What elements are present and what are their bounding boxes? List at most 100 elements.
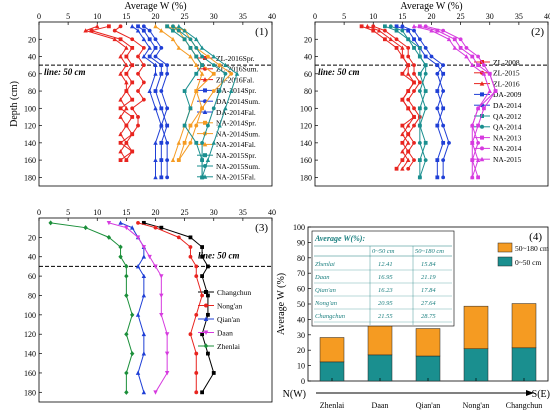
data-point: [182, 123, 187, 128]
y-tick-label: 60: [28, 70, 36, 79]
series-na-2015spr-: [165, 24, 204, 180]
data-point: [206, 54, 210, 59]
inset-table-cell: Zhenlai: [315, 261, 335, 268]
data-point: [130, 97, 135, 102]
data-point: [124, 292, 129, 298]
series-zl-2016fal-: [83, 23, 129, 163]
data-point: [159, 106, 164, 111]
bar-segment-0-50cm: [367, 354, 393, 382]
data-point: [429, 54, 434, 59]
x-tick-label: 10: [93, 12, 101, 21]
data-point: [124, 225, 129, 231]
data-point: [124, 71, 129, 76]
bar-segment-50-180cm: [415, 328, 441, 357]
data-point: [188, 54, 193, 59]
data-point: [153, 89, 158, 93]
legend-marker: [479, 81, 485, 86]
data-point: [452, 45, 457, 50]
data-point: [118, 254, 123, 260]
data-point: [130, 37, 135, 42]
data-point: [48, 220, 53, 226]
data-point: [211, 89, 216, 93]
panel-3: 0 5 10 15 20 25 30 35 40 20 40 60 80 100 120 140 160 180 (…: [24, 208, 276, 403]
data-point: [153, 105, 158, 111]
legend-marker: [204, 290, 208, 294]
data-point: [417, 106, 422, 111]
data-point: [458, 45, 463, 50]
data-point: [476, 123, 480, 128]
data-point: [165, 106, 170, 111]
data-point: [118, 24, 123, 29]
inset-table-cell: Nong'an: [314, 300, 337, 307]
legend-marker: [203, 88, 207, 93]
data-point: [136, 24, 140, 29]
data-point: [194, 45, 199, 50]
data-point: [159, 140, 164, 145]
x-tick-label: 35: [515, 12, 523, 21]
data-point: [194, 36, 199, 42]
data-point: [441, 106, 446, 111]
legend-label: ZL-2016Sum.: [216, 65, 258, 74]
data-point: [95, 23, 100, 29]
data-point: [153, 225, 158, 230]
data-point: [135, 28, 141, 33]
data-point: [211, 371, 216, 375]
legend-marker: [203, 153, 207, 158]
data-point: [211, 106, 216, 111]
series-zhenlai: [48, 220, 135, 395]
y-tick-label: 20: [297, 346, 305, 355]
data-point: [124, 123, 129, 128]
data-point: [124, 54, 129, 59]
data-point: [130, 115, 135, 119]
y-tick-label: 60: [28, 272, 36, 281]
data-point: [141, 28, 146, 33]
data-point: [211, 54, 216, 59]
panel-label: (4): [529, 231, 542, 243]
panel-4: 0 10 20 30 40 50 60 70 80 90 100 Average W (%) (4) Zh…: [276, 223, 550, 410]
legend-label: Nong'an: [217, 301, 242, 310]
data-point: [165, 24, 170, 29]
legend-swatch: [497, 242, 513, 253]
data-point: [400, 28, 405, 33]
data-point: [417, 89, 422, 93]
data-point: [394, 24, 399, 29]
data-point: [476, 140, 480, 145]
data-point: [118, 140, 123, 145]
data-point: [435, 175, 440, 180]
y-axis-title: Average W (%): [276, 273, 287, 335]
inset-table-cell: Qian'an: [315, 287, 336, 294]
data-point: [141, 245, 147, 250]
data-point: [406, 45, 411, 50]
data-point: [412, 71, 416, 76]
direction-label-end: S(E): [532, 389, 550, 400]
data-point: [423, 158, 428, 163]
y-tick-label: 0: [301, 377, 305, 386]
data-point: [124, 80, 129, 85]
data-point: [159, 175, 164, 180]
data-point: [112, 36, 117, 42]
data-point: [124, 88, 129, 93]
bar-segment-0-50cm: [463, 348, 489, 382]
data-point: [136, 123, 140, 128]
y-tick-label: 70: [297, 269, 305, 278]
legend-label: ZL-2015: [493, 69, 520, 78]
data-point: [388, 36, 393, 42]
legend-label: NA-2014Fal.: [216, 140, 256, 149]
data-point: [135, 264, 141, 269]
inset-table-cell: 15.84: [421, 261, 436, 268]
data-point: [170, 36, 176, 42]
data-point: [159, 89, 164, 93]
data-point: [118, 71, 123, 76]
legend-label: NA-2015Sum.: [216, 162, 260, 171]
y-tick-label: 20: [28, 233, 36, 242]
data-point: [188, 106, 193, 111]
data-point: [118, 220, 123, 225]
data-point: [118, 106, 123, 111]
x-tick-label: 0: [313, 12, 317, 21]
data-point: [470, 62, 475, 68]
legend-marker: [480, 92, 484, 97]
data-point: [164, 371, 170, 376]
data-point: [124, 140, 129, 145]
data-point: [376, 28, 382, 33]
data-point: [124, 389, 129, 395]
